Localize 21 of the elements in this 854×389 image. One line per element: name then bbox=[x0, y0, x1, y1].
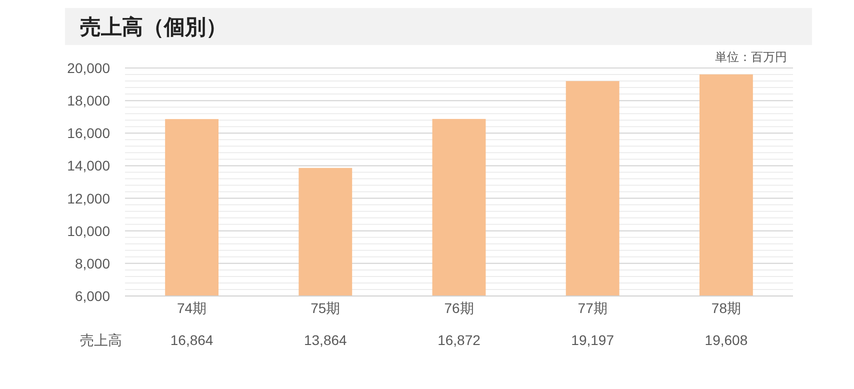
text: 売上高 bbox=[80, 332, 122, 348]
x-tick-label: 75期 bbox=[310, 300, 340, 316]
y-tick-label: 20,000 bbox=[67, 60, 110, 76]
y-tick-label: 8,000 bbox=[74, 255, 110, 272]
chart-title: 売上高（個別） bbox=[80, 15, 227, 39]
x-tick-label: 74期 bbox=[177, 300, 207, 316]
y-tick-label: 6,000 bbox=[74, 288, 110, 304]
y-tick-label: 16,000 bbox=[67, 125, 110, 142]
data-label: 19,608 bbox=[704, 332, 748, 348]
y-tick-label: 10,000 bbox=[67, 222, 110, 239]
data-label: 16,864 bbox=[170, 332, 214, 348]
x-tick-label: 78期 bbox=[711, 300, 741, 316]
data-label: 19,197 bbox=[571, 332, 614, 348]
x-tick-label: 77期 bbox=[578, 300, 608, 316]
data-label: 16,872 bbox=[438, 332, 481, 348]
y-tick-label: 18,000 bbox=[67, 92, 110, 109]
text: 単位：百万円 bbox=[715, 50, 787, 64]
y-tick-label: 12,000 bbox=[67, 190, 110, 206]
data-label: 13,864 bbox=[304, 332, 348, 348]
x-tick-label: 76期 bbox=[444, 300, 474, 316]
y-tick-label: 14,000 bbox=[67, 158, 110, 174]
